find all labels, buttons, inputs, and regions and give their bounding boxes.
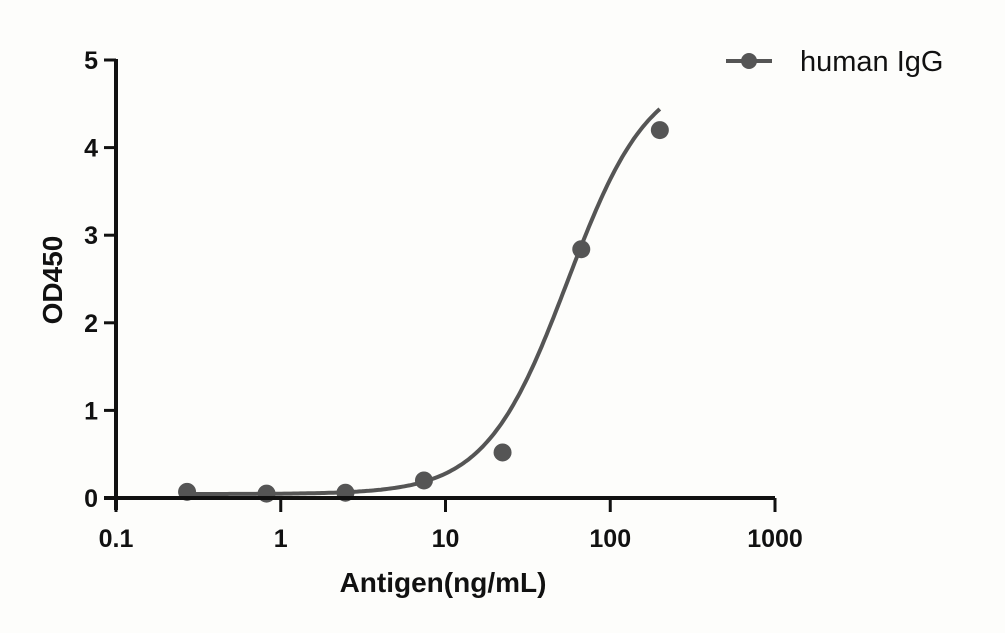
y-tick-label: 1 [84,397,98,425]
plot-area [178,107,669,503]
y-tick-label: 3 [84,222,98,250]
y-axis: 0 1 2 3 4 5 [84,47,118,513]
x-tick-label: 10 [432,525,460,553]
x-tick-label: 1000 [747,525,803,553]
x-axis: 0.1 1 10 100 1000 [99,496,803,553]
x-axis-title: Antigen(ng/mL) [340,567,547,598]
y-tick-label: 2 [84,310,98,338]
data-point [493,443,512,462]
data-point [414,471,433,490]
y-tick-label: 4 [84,135,98,163]
data-point [572,240,591,259]
legend-label: human IgG [800,46,943,78]
y-tick-label: 5 [84,47,98,75]
legend: human IgG [726,46,943,78]
y-tick-label: 0 [84,485,98,513]
x-tick-label: 0.1 [99,525,134,553]
data-point [650,121,669,140]
x-tick-label: 100 [589,525,631,553]
fit-curve [187,107,662,496]
x-tick-label: 1 [274,525,288,553]
legend-marker-icon [741,53,757,69]
y-axis-title: OD450 [37,236,68,325]
